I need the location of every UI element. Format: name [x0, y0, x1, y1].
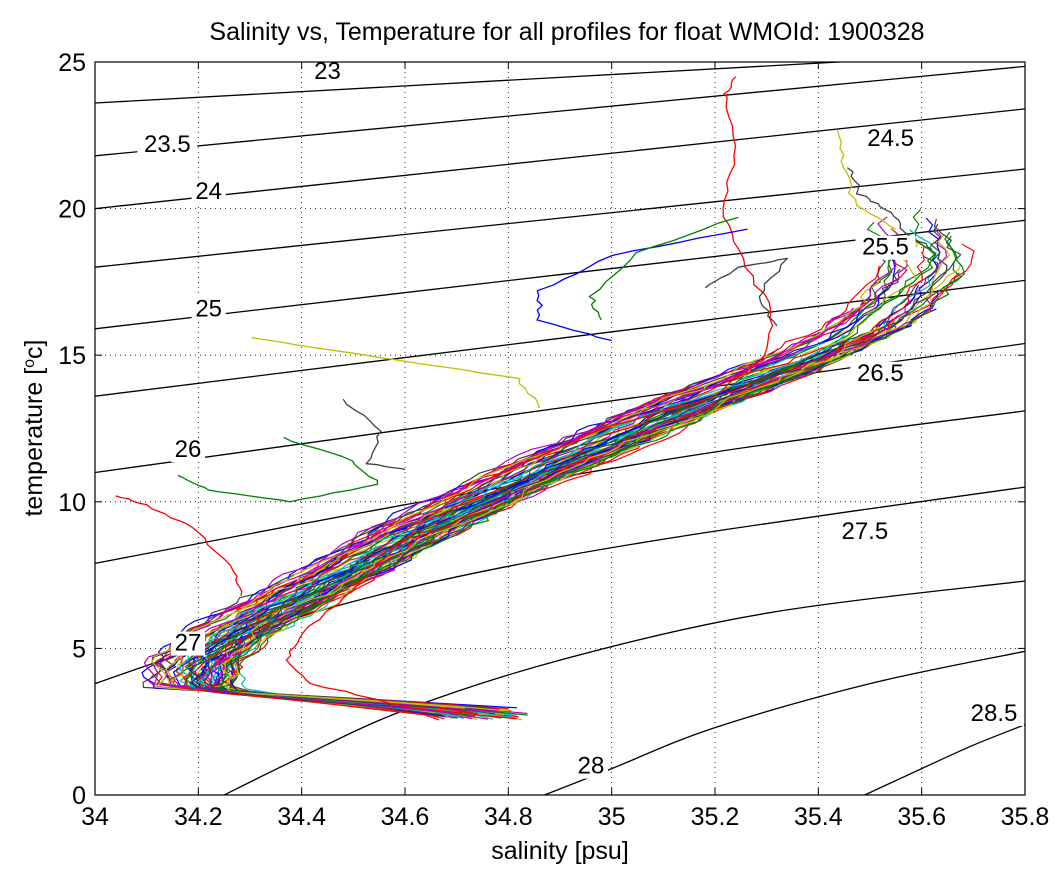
profile-line [197, 364, 823, 716]
y-tick-label: 15 [58, 342, 86, 370]
x-tick-label: 35.6 [897, 803, 946, 831]
density-contour-label: 23.5 [144, 131, 191, 158]
profile-line-highlight [285, 76, 774, 720]
y-tick-label: 0 [72, 782, 86, 810]
profile-line-highlight [115, 495, 243, 596]
y-axis-label-main: temperature [ [20, 368, 48, 517]
density-contour-label: 25.5 [862, 234, 909, 261]
profile-line [188, 340, 848, 716]
y-tick-label: 20 [58, 196, 86, 224]
density-contour-label: 26 [175, 436, 202, 463]
density-contour-line [95, 168, 1025, 268]
x-axis-label: salinity [psu] [491, 837, 629, 865]
plot-frame [94, 61, 1026, 796]
density-contour-label: 26.5 [857, 360, 904, 387]
density-contour-line [864, 723, 1025, 795]
density-contour-label: 28.5 [971, 700, 1018, 727]
x-tick-label: 34.4 [277, 803, 326, 831]
contour-label-background [137, 133, 198, 158]
x-tick-label: 35.8 [1001, 803, 1050, 831]
profile-line-highlight [588, 216, 739, 321]
profile-line [180, 346, 824, 721]
profiles [115, 76, 975, 721]
profile-line [179, 342, 825, 719]
contour-label-background [850, 361, 911, 386]
chart-title: Salinity vs, Temperature for all profile… [209, 18, 924, 46]
x-tick-label: 34.8 [484, 803, 533, 831]
x-tick-label: 35.2 [691, 803, 740, 831]
profile-line [204, 365, 824, 716]
x-tick-label: 34 [81, 803, 109, 831]
density-contour-label: 25 [195, 295, 222, 322]
density-contour-label: 28 [578, 753, 605, 780]
density-contour-line [95, 219, 1025, 330]
profile-line-highlight [177, 436, 379, 503]
contour-label-background [964, 701, 1024, 726]
contour-label-background [171, 631, 205, 656]
profile-line-highlight [836, 129, 897, 230]
profile-line [220, 326, 880, 709]
y-axis-label: temperature [oc] [20, 339, 48, 516]
profile-line-highlight [251, 336, 540, 409]
profile-line [158, 216, 903, 715]
profile-line [207, 223, 948, 709]
density-contour-label: 24.5 [867, 125, 914, 152]
profile-line [220, 231, 965, 717]
x-tick-label: 35.4 [794, 803, 843, 831]
contour-label-background [191, 297, 226, 322]
x-tick-label: 34.2 [174, 803, 223, 831]
y-tick-label: 10 [58, 489, 86, 517]
density-contour-line [95, 62, 851, 104]
density-contour-label: 24 [195, 178, 222, 205]
contour-label-background [834, 520, 895, 545]
density-contour-label: 27 [175, 630, 202, 657]
contour-label-background [310, 59, 345, 84]
contour-label-background [855, 235, 916, 260]
y-tick-label: 5 [72, 635, 86, 663]
profile-line-highlight [536, 228, 748, 342]
y-tick-label: 25 [58, 49, 86, 77]
contour-label-background [574, 754, 608, 779]
density-contour-line [95, 108, 1025, 210]
contour-label-background [171, 438, 205, 463]
profile-line-highlight [342, 398, 406, 471]
x-tick-label: 34.6 [381, 803, 430, 831]
contour-label-background [191, 180, 226, 205]
profile-line [194, 385, 736, 712]
axis-ticks: 34 34.2 34.4 34.6 34.8 35 35.2 35.4 35.6 35.8 0 5 10… [58, 49, 1049, 831]
density-contour-label: 27.5 [841, 518, 888, 545]
y-axis-label-sup: o [21, 359, 38, 368]
profile-line-highlight [704, 257, 788, 327]
contour-label-background [860, 127, 921, 152]
density-contour-line [223, 580, 1025, 795]
x-tick-label: 35 [598, 803, 626, 831]
y-axis-label-end: c] [20, 339, 48, 358]
